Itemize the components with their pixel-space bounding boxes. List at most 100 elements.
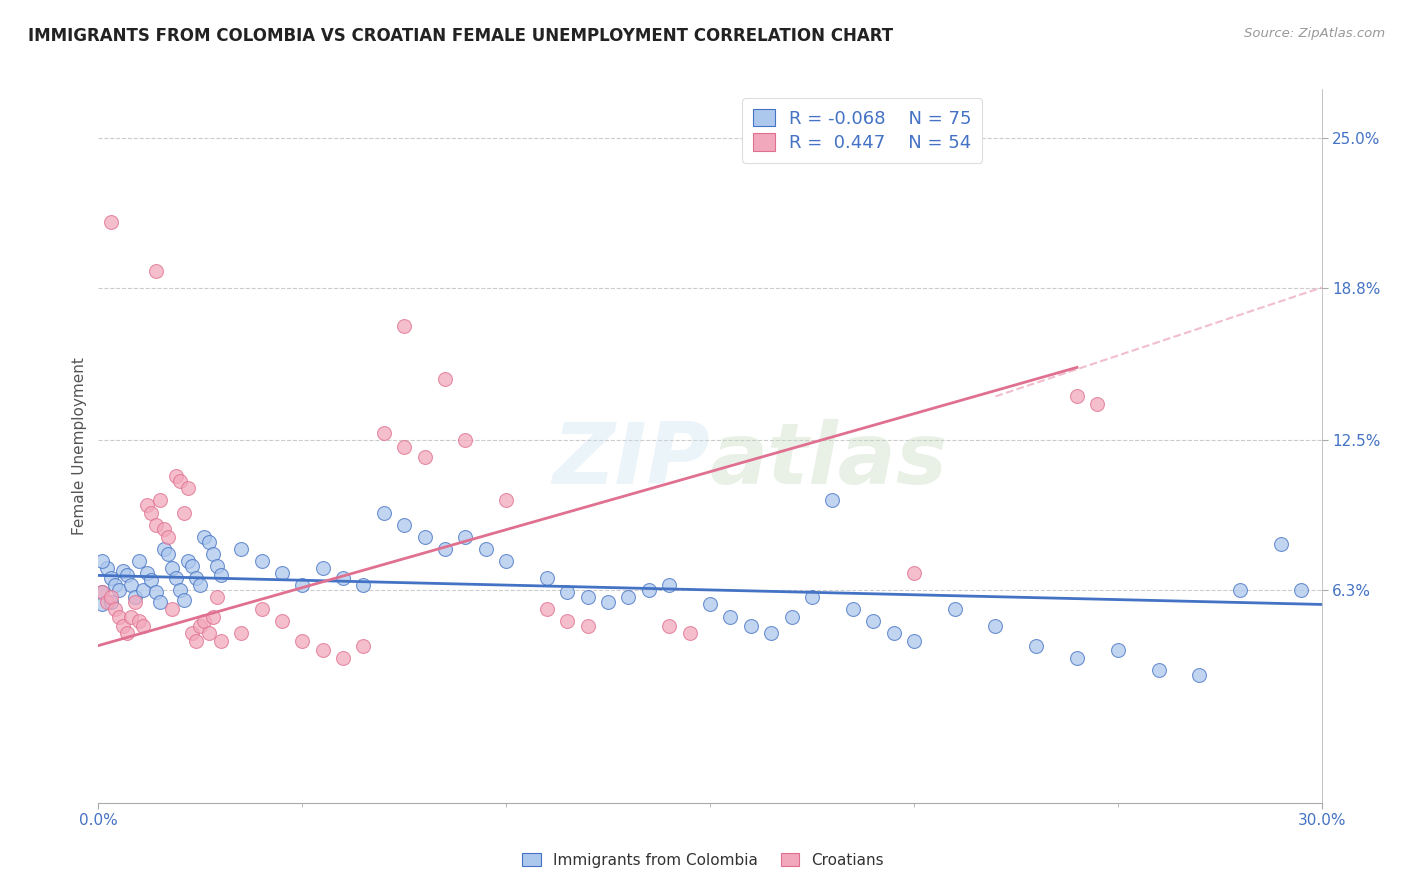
Point xyxy=(821,493,844,508)
Point xyxy=(177,554,200,568)
Point xyxy=(169,582,191,597)
Point xyxy=(291,633,314,648)
Point xyxy=(1085,397,1108,411)
Point xyxy=(1291,582,1313,597)
Point xyxy=(136,566,159,580)
Point xyxy=(201,547,224,561)
Point xyxy=(100,595,122,609)
Legend: R = -0.068    N = 75, R =  0.447    N = 54: R = -0.068 N = 75, R = 0.447 N = 54 xyxy=(742,98,983,163)
Point xyxy=(149,493,172,508)
Point xyxy=(801,590,824,604)
Point xyxy=(132,619,155,633)
Point xyxy=(173,592,195,607)
Point xyxy=(576,590,599,604)
Point xyxy=(883,626,905,640)
Y-axis label: Female Unemployment: Female Unemployment xyxy=(72,357,87,535)
Point xyxy=(433,541,456,556)
Point xyxy=(96,561,118,575)
Text: IMMIGRANTS FROM COLOMBIA VS CROATIAN FEMALE UNEMPLOYMENT CORRELATION CHART: IMMIGRANTS FROM COLOMBIA VS CROATIAN FEM… xyxy=(28,27,893,45)
Point xyxy=(903,633,925,648)
Point xyxy=(231,541,253,556)
Point xyxy=(91,554,114,568)
Point xyxy=(250,554,273,568)
Point xyxy=(352,639,374,653)
Point xyxy=(780,609,803,624)
Point xyxy=(120,578,142,592)
Point xyxy=(149,595,172,609)
Point xyxy=(433,372,456,386)
Point xyxy=(250,602,273,616)
Point xyxy=(658,578,681,592)
Point xyxy=(128,554,150,568)
Point xyxy=(332,571,354,585)
Point xyxy=(373,506,395,520)
Point xyxy=(173,506,195,520)
Point xyxy=(100,215,122,229)
Point xyxy=(91,598,114,612)
Point xyxy=(596,595,619,609)
Point xyxy=(197,626,219,640)
Point xyxy=(557,585,579,599)
Point xyxy=(136,498,159,512)
Point xyxy=(160,602,183,616)
Point xyxy=(145,263,167,277)
Point xyxy=(209,568,232,582)
Point xyxy=(759,626,782,640)
Point xyxy=(841,602,863,616)
Point xyxy=(413,530,436,544)
Point xyxy=(495,554,517,568)
Point xyxy=(557,615,579,629)
Text: Source: ZipAtlas.com: Source: ZipAtlas.com xyxy=(1244,27,1385,40)
Point xyxy=(115,568,138,582)
Point xyxy=(474,541,498,556)
Point xyxy=(1229,582,1251,597)
Point xyxy=(679,626,702,640)
Point xyxy=(205,590,228,604)
Point xyxy=(413,450,436,464)
Point xyxy=(108,609,131,624)
Point xyxy=(120,609,142,624)
Point xyxy=(100,571,122,585)
Point xyxy=(132,582,155,597)
Point xyxy=(197,534,219,549)
Point xyxy=(270,566,294,580)
Legend: Immigrants from Colombia, Croatians: Immigrants from Colombia, Croatians xyxy=(515,845,891,875)
Point xyxy=(156,547,179,561)
Point xyxy=(165,571,187,585)
Point xyxy=(186,571,208,585)
Point xyxy=(903,566,925,580)
Point xyxy=(1066,650,1088,665)
Point xyxy=(124,595,146,609)
Point xyxy=(100,590,122,604)
Point xyxy=(104,602,127,616)
Point xyxy=(740,619,762,633)
Point xyxy=(454,530,477,544)
Point xyxy=(96,595,118,609)
Point xyxy=(141,574,163,588)
Point xyxy=(156,530,179,544)
Point xyxy=(91,585,114,599)
Point xyxy=(181,558,204,573)
Point xyxy=(188,578,212,592)
Point xyxy=(720,609,742,624)
Point xyxy=(392,517,416,532)
Point xyxy=(205,558,228,573)
Point xyxy=(231,626,253,640)
Point xyxy=(169,474,191,488)
Point xyxy=(181,626,204,640)
Point xyxy=(270,615,294,629)
Point xyxy=(128,615,150,629)
Point xyxy=(160,561,183,575)
Point xyxy=(392,440,416,454)
Point xyxy=(352,578,374,592)
Point xyxy=(152,523,174,537)
Text: atlas: atlas xyxy=(710,418,948,502)
Point xyxy=(115,626,138,640)
Point xyxy=(638,582,661,597)
Point xyxy=(111,564,134,578)
Point xyxy=(392,319,416,334)
Point xyxy=(1025,639,1047,653)
Point xyxy=(193,615,215,629)
Point xyxy=(141,506,163,520)
Point xyxy=(576,619,599,633)
